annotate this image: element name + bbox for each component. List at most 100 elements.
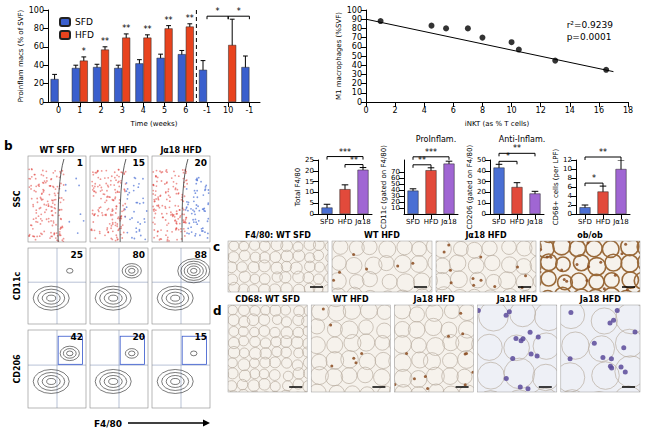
svg-text:0: 0 xyxy=(482,210,486,218)
svg-text:r²=0.9239: r²=0.9239 xyxy=(567,20,614,30)
svg-text:70: 70 xyxy=(352,33,362,42)
svg-text:40: 40 xyxy=(352,61,362,70)
svg-text:40: 40 xyxy=(34,61,44,70)
svg-text:6: 6 xyxy=(451,106,456,115)
svg-text:SFD: SFD xyxy=(578,218,592,226)
svg-text:CD206: CD206 xyxy=(13,354,22,384)
svg-text:***: *** xyxy=(339,148,351,157)
svg-text:Jα18: Jα18 xyxy=(526,218,543,226)
svg-text:100: 100 xyxy=(29,6,44,15)
svg-text:50: 50 xyxy=(477,156,486,164)
svg-text:0: 0 xyxy=(357,98,362,107)
svg-text:**: ** xyxy=(186,14,194,23)
svg-text:Time (weeks): Time (weeks) xyxy=(130,120,178,128)
svg-text:HFD: HFD xyxy=(75,30,94,40)
svg-text:6: 6 xyxy=(568,183,573,191)
svg-text:20: 20 xyxy=(305,167,314,175)
svg-text:20: 20 xyxy=(34,79,44,88)
svg-text:0: 0 xyxy=(310,210,314,218)
svg-text:Jα18 HFD: Jα18 HFD xyxy=(464,231,507,240)
svg-text:5: 5 xyxy=(310,199,314,207)
svg-text:*: * xyxy=(216,7,220,16)
svg-text:HFD: HFD xyxy=(424,218,439,226)
svg-text:30: 30 xyxy=(477,178,486,186)
svg-text:CD11c: CD11c xyxy=(13,272,22,301)
svg-text:HFD: HFD xyxy=(510,218,525,226)
svg-text:10: 10 xyxy=(223,106,233,115)
svg-text:15: 15 xyxy=(194,332,207,342)
svg-text:12: 12 xyxy=(536,106,546,115)
svg-text:0: 0 xyxy=(56,106,61,115)
svg-text:25: 25 xyxy=(305,156,314,164)
svg-text:10: 10 xyxy=(305,188,314,196)
svg-text:1: 1 xyxy=(77,158,83,168)
svg-text:30: 30 xyxy=(352,70,362,79)
svg-text:100: 100 xyxy=(347,6,362,15)
svg-text:Jα18: Jα18 xyxy=(612,218,629,226)
svg-text:Proinflam macs (% of SVF): Proinflam macs (% of SVF) xyxy=(17,9,25,102)
svg-text:1: 1 xyxy=(77,106,82,115)
svg-text:*: * xyxy=(237,7,241,16)
svg-text:Ja18 HFD: Ja18 HFD xyxy=(579,295,621,304)
svg-text:CD68+ cells (per LPF): CD68+ cells (per LPF) xyxy=(552,148,560,225)
svg-text:WT HFD: WT HFD xyxy=(364,231,400,240)
svg-text:6: 6 xyxy=(183,106,188,115)
svg-text:ob/ob: ob/ob xyxy=(577,231,603,240)
svg-text:80: 80 xyxy=(352,24,362,33)
svg-text:HFD: HFD xyxy=(596,218,611,226)
svg-text:50: 50 xyxy=(352,52,362,61)
svg-text:*: * xyxy=(592,174,596,183)
svg-text:**: ** xyxy=(165,16,173,25)
svg-text:4: 4 xyxy=(141,106,146,115)
svg-text:ProInflam.: ProInflam. xyxy=(416,135,456,144)
svg-text:3: 3 xyxy=(120,106,125,115)
svg-text:Jα18: Jα18 xyxy=(440,218,457,226)
svg-text:90: 90 xyxy=(352,15,362,24)
svg-text:*: * xyxy=(82,47,86,56)
svg-text:SFD: SFD xyxy=(75,17,93,27)
svg-text:***: *** xyxy=(425,148,437,157)
svg-text:10: 10 xyxy=(563,165,572,173)
svg-text:CD11c (gated on F4/80): CD11c (gated on F4/80) xyxy=(380,145,388,229)
svg-text:0: 0 xyxy=(39,98,44,107)
svg-text:80: 80 xyxy=(132,250,145,260)
svg-text:10: 10 xyxy=(477,199,486,207)
svg-text:F4/80: F4/80 xyxy=(94,419,122,429)
svg-text:42: 42 xyxy=(70,332,83,342)
svg-text:18: 18 xyxy=(623,106,633,115)
svg-text:M1 macrophages (%SVF): M1 macrophages (%SVF) xyxy=(335,12,343,100)
svg-text:p=0.0001: p=0.0001 xyxy=(567,32,612,42)
svg-text:**: ** xyxy=(122,24,130,33)
svg-text:10: 10 xyxy=(352,88,362,97)
svg-text:20: 20 xyxy=(352,79,362,88)
svg-text:c: c xyxy=(213,240,220,254)
svg-text:20: 20 xyxy=(477,188,486,196)
svg-text:Anti-Inflam.: Anti-Inflam. xyxy=(499,135,546,144)
svg-text:4: 4 xyxy=(422,106,427,115)
svg-text:0: 0 xyxy=(568,210,572,218)
svg-text:40: 40 xyxy=(477,167,486,175)
svg-text:SFD: SFD xyxy=(320,218,334,226)
svg-text:2: 2 xyxy=(98,106,103,115)
svg-text:10: 10 xyxy=(506,106,516,115)
svg-text:88: 88 xyxy=(194,250,207,260)
svg-text:2: 2 xyxy=(393,106,398,115)
svg-text:16: 16 xyxy=(594,106,604,115)
svg-text:SFD: SFD xyxy=(406,218,420,226)
svg-text:CD206 (gated on F4/80): CD206 (gated on F4/80) xyxy=(466,144,474,229)
svg-text:-1: -1 xyxy=(203,106,211,115)
svg-text:iNKT (as % T cells): iNKT (as % T cells) xyxy=(465,120,530,128)
svg-text:Total F4/80: Total F4/80 xyxy=(294,168,302,207)
svg-text:b: b xyxy=(4,139,13,153)
svg-text:20: 20 xyxy=(132,332,145,342)
svg-text:SSC: SSC xyxy=(13,190,22,207)
svg-text:Ja18 HFD: Ja18 HFD xyxy=(496,295,538,304)
svg-text:**: ** xyxy=(143,25,151,34)
svg-text:12: 12 xyxy=(563,156,572,164)
svg-text:**: ** xyxy=(599,148,607,157)
svg-text:WT HFD: WT HFD xyxy=(101,146,137,155)
svg-text:8: 8 xyxy=(480,106,485,115)
svg-text:70: 70 xyxy=(391,168,400,176)
svg-text:SFD: SFD xyxy=(492,218,506,226)
svg-text:HFD: HFD xyxy=(338,218,353,226)
